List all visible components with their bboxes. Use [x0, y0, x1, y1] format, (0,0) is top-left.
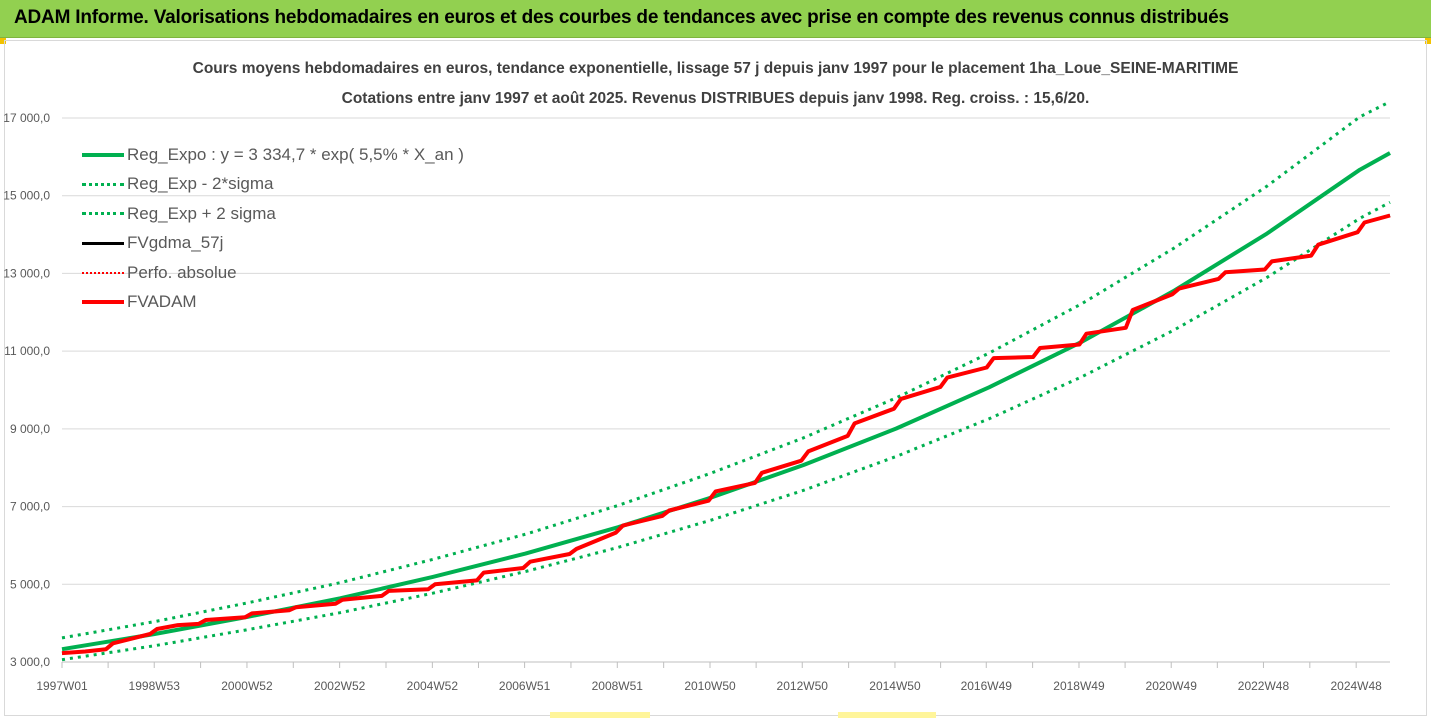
- x-tick-label: 2002W52: [314, 679, 366, 693]
- x-tick-label: 1998W53: [129, 679, 181, 693]
- x-tick-label: 2012W50: [777, 679, 829, 693]
- x-tick-label: 2020W49: [1146, 679, 1198, 693]
- y-tick-label: 11 000,0: [4, 344, 50, 358]
- chart-frame: [4, 40, 1427, 716]
- sheet-tab-marker: [838, 712, 936, 718]
- y-tick-label: 7 000,0: [10, 500, 50, 514]
- grid: [61, 117, 1390, 668]
- legend-swatch: [82, 182, 124, 186]
- sheet-tab-marker: [550, 712, 650, 718]
- legend-label: FVADAM: [127, 292, 197, 312]
- legend-swatch: [82, 300, 124, 305]
- series-line: [61, 200, 1391, 662]
- chart-legend: Reg_Expo : y = 3 334,7 * exp( 5,5% * X_a…: [82, 140, 464, 317]
- series-group: [61, 100, 1391, 662]
- legend-item: Reg_Expo : y = 3 334,7 * exp( 5,5% * X_a…: [82, 140, 464, 170]
- y-tick-label: 13 000,0: [3, 266, 50, 280]
- x-tick-label: 1997W01: [36, 679, 88, 693]
- legend-item: Reg_Exp + 2 sigma: [82, 199, 464, 229]
- legend-item: FVgdma_57j: [82, 229, 464, 259]
- x-tick-label: 2018W49: [1053, 679, 1105, 693]
- y-tick-label: 15 000,0: [3, 189, 50, 203]
- legend-label: Reg_Expo : y = 3 334,7 * exp( 5,5% * X_a…: [127, 144, 464, 164]
- y-tick-label: 17 000,0: [3, 111, 50, 125]
- x-tick-label: 2006W51: [499, 679, 551, 693]
- chart-title: Cours moyens hebdomadaires en euros, ten…: [192, 60, 1239, 77]
- legend-item: Perfo. absolue: [82, 258, 464, 288]
- x-tick-label: 2016W49: [961, 679, 1013, 693]
- x-tick-label: 2008W51: [592, 679, 644, 693]
- x-tick-label: 2010W50: [684, 679, 736, 693]
- x-tick-label: 2014W50: [869, 679, 921, 693]
- x-tick-label: 2000W52: [221, 679, 273, 693]
- legend-label: Reg_Exp + 2 sigma: [127, 203, 276, 223]
- legend-swatch: [82, 212, 124, 216]
- x-tick-label: 2022W48: [1238, 679, 1290, 693]
- y-tick-label: 5 000,0: [10, 577, 50, 591]
- x-tick-label: 2004W52: [407, 679, 459, 693]
- header-banner: ADAM Informe. Valorisations hebdomadaire…: [0, 0, 1431, 38]
- legend-label: Reg_Exp - 2*sigma: [127, 174, 274, 194]
- y-tick-label: 9 000,0: [10, 422, 50, 436]
- legend-swatch: [82, 271, 124, 274]
- legend-item: FVADAM: [82, 288, 464, 318]
- series-line: [61, 100, 1391, 640]
- chart-subtitle: Cotations entre janv 1997 et août 2025. …: [341, 90, 1090, 107]
- page-title: ADAM Informe. Valorisations hebdomadaire…: [14, 7, 1229, 28]
- legend-label: Perfo. absolue: [127, 262, 237, 282]
- legend-item: Reg_Exp - 2*sigma: [82, 170, 464, 200]
- legend-swatch: [82, 152, 124, 157]
- corner-marker: [0, 38, 6, 44]
- y-tick-label: 3 000,0: [10, 655, 50, 669]
- axis-labels: 3 000,0 5 000,0 7 000,0 9 000,0 11 000,0 13 0…: [3, 111, 1382, 693]
- legend-swatch: [82, 241, 124, 245]
- series-line: [61, 213, 1391, 656]
- x-tick-label: 2024W48: [1330, 679, 1382, 693]
- corner-marker: [1425, 38, 1431, 44]
- legend-label: FVgdma_57j: [127, 233, 224, 253]
